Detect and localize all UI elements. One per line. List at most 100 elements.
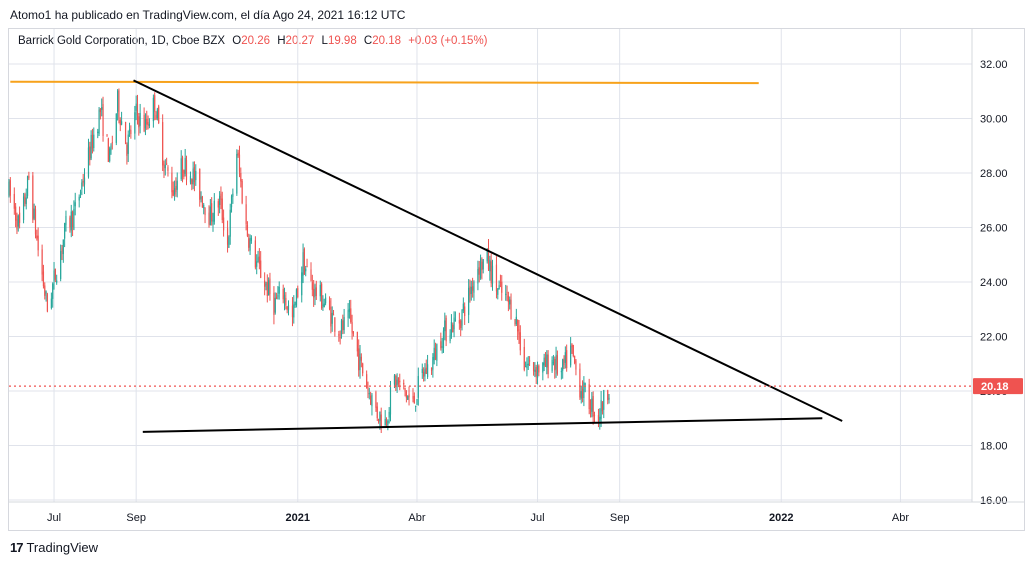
candle-body — [148, 123, 151, 127]
candle-body — [144, 119, 147, 129]
y-tick-label: 16.00 — [980, 495, 1008, 507]
candle-body — [36, 235, 38, 239]
candle-body — [507, 295, 509, 303]
candle-body — [240, 172, 242, 182]
axes: 32.0030.0028.0026.0024.0022.0020.0018.00… — [9, 29, 1024, 524]
candle-body — [490, 261, 492, 284]
candle-body — [517, 319, 519, 332]
candle-body — [527, 363, 529, 366]
candle-body — [45, 291, 47, 294]
candle-body — [481, 261, 483, 271]
candle-body — [589, 407, 592, 414]
candle-body — [555, 354, 557, 370]
candle-body — [591, 398, 593, 412]
candle-body — [514, 319, 516, 325]
candle-body — [93, 134, 95, 149]
candle-body — [543, 357, 545, 366]
y-tick-label: 30.00 — [980, 114, 1008, 126]
candle-body — [44, 285, 46, 296]
candle-body — [254, 240, 256, 268]
candle-body — [101, 107, 103, 110]
candle-body — [551, 359, 553, 371]
candle-body — [332, 314, 335, 316]
x-tick-label: 2022 — [769, 512, 793, 524]
candle-body — [283, 295, 286, 303]
open-value: 20.26 — [241, 35, 271, 47]
candle-body — [18, 212, 21, 223]
candle-body — [396, 379, 398, 386]
candle-body — [228, 237, 230, 248]
candle-body — [107, 138, 109, 162]
candle-body — [498, 285, 500, 290]
candle-body — [209, 206, 211, 226]
candle-body — [120, 121, 123, 125]
candle-body — [260, 260, 262, 278]
candle-body — [377, 418, 380, 422]
candle-body — [412, 396, 414, 399]
candle-body — [358, 348, 360, 371]
candle-body — [138, 116, 140, 128]
last-price-badge — [973, 378, 1023, 395]
trend-line — [142, 417, 823, 433]
candle-body — [499, 282, 502, 284]
low-value: 19.98 — [327, 35, 357, 47]
candle-body — [464, 306, 466, 317]
candle-body — [17, 215, 19, 227]
candle-body — [301, 272, 303, 296]
y-tick-label: 18.00 — [980, 441, 1008, 453]
candle-body — [482, 259, 484, 270]
last-price-label: 20.18 — [981, 381, 1009, 393]
candle-body — [384, 419, 386, 426]
candle-body — [237, 152, 239, 156]
candle-body — [154, 95, 156, 112]
candle-body — [339, 337, 341, 339]
candle-body — [426, 364, 429, 378]
candle-body — [343, 317, 345, 330]
candle-body — [171, 172, 173, 193]
candle-body — [200, 196, 202, 199]
candle-body — [130, 130, 132, 135]
candle-body — [403, 382, 405, 385]
symbol-name[interactable]: Barrick Gold Corporation, 1D, Cboe BZX — [18, 35, 226, 47]
candle-body — [330, 306, 332, 327]
candle-body — [574, 355, 576, 363]
candle-body — [109, 148, 111, 162]
candle-body — [395, 375, 397, 388]
candle-body — [42, 271, 45, 287]
candle-body — [491, 265, 494, 284]
candle-body — [28, 175, 30, 179]
high-value: 20.27 — [285, 35, 315, 47]
candle-body — [564, 352, 566, 363]
candle-body — [278, 286, 280, 294]
candle-body — [597, 415, 600, 422]
candle-body — [311, 282, 313, 290]
candle-body — [230, 196, 233, 208]
candle-body — [199, 168, 201, 200]
chart-frame — [8, 28, 1025, 531]
candle-body — [143, 115, 145, 132]
candle-body — [460, 320, 462, 328]
tradingview-brand[interactable]: 17 TradingView — [10, 540, 98, 555]
candle-body — [371, 394, 373, 407]
candle-body — [367, 389, 369, 391]
candle-body — [534, 369, 536, 372]
candle-body — [462, 303, 464, 311]
candle-body — [430, 367, 433, 371]
candle-body — [99, 108, 101, 113]
candle-body — [147, 122, 149, 126]
candle-body — [16, 219, 18, 230]
candle-body — [424, 369, 426, 377]
candle-body — [380, 414, 382, 427]
candle-body — [294, 302, 296, 306]
trend-line — [133, 79, 843, 422]
candle-body — [580, 391, 582, 399]
candle-body — [191, 179, 193, 185]
candle-body — [238, 154, 241, 172]
candle-body — [546, 354, 548, 368]
candle-body — [81, 182, 83, 190]
low-label: L — [321, 35, 328, 47]
candle-body — [436, 344, 438, 361]
candle-body — [208, 212, 210, 225]
candle-body — [89, 146, 91, 161]
